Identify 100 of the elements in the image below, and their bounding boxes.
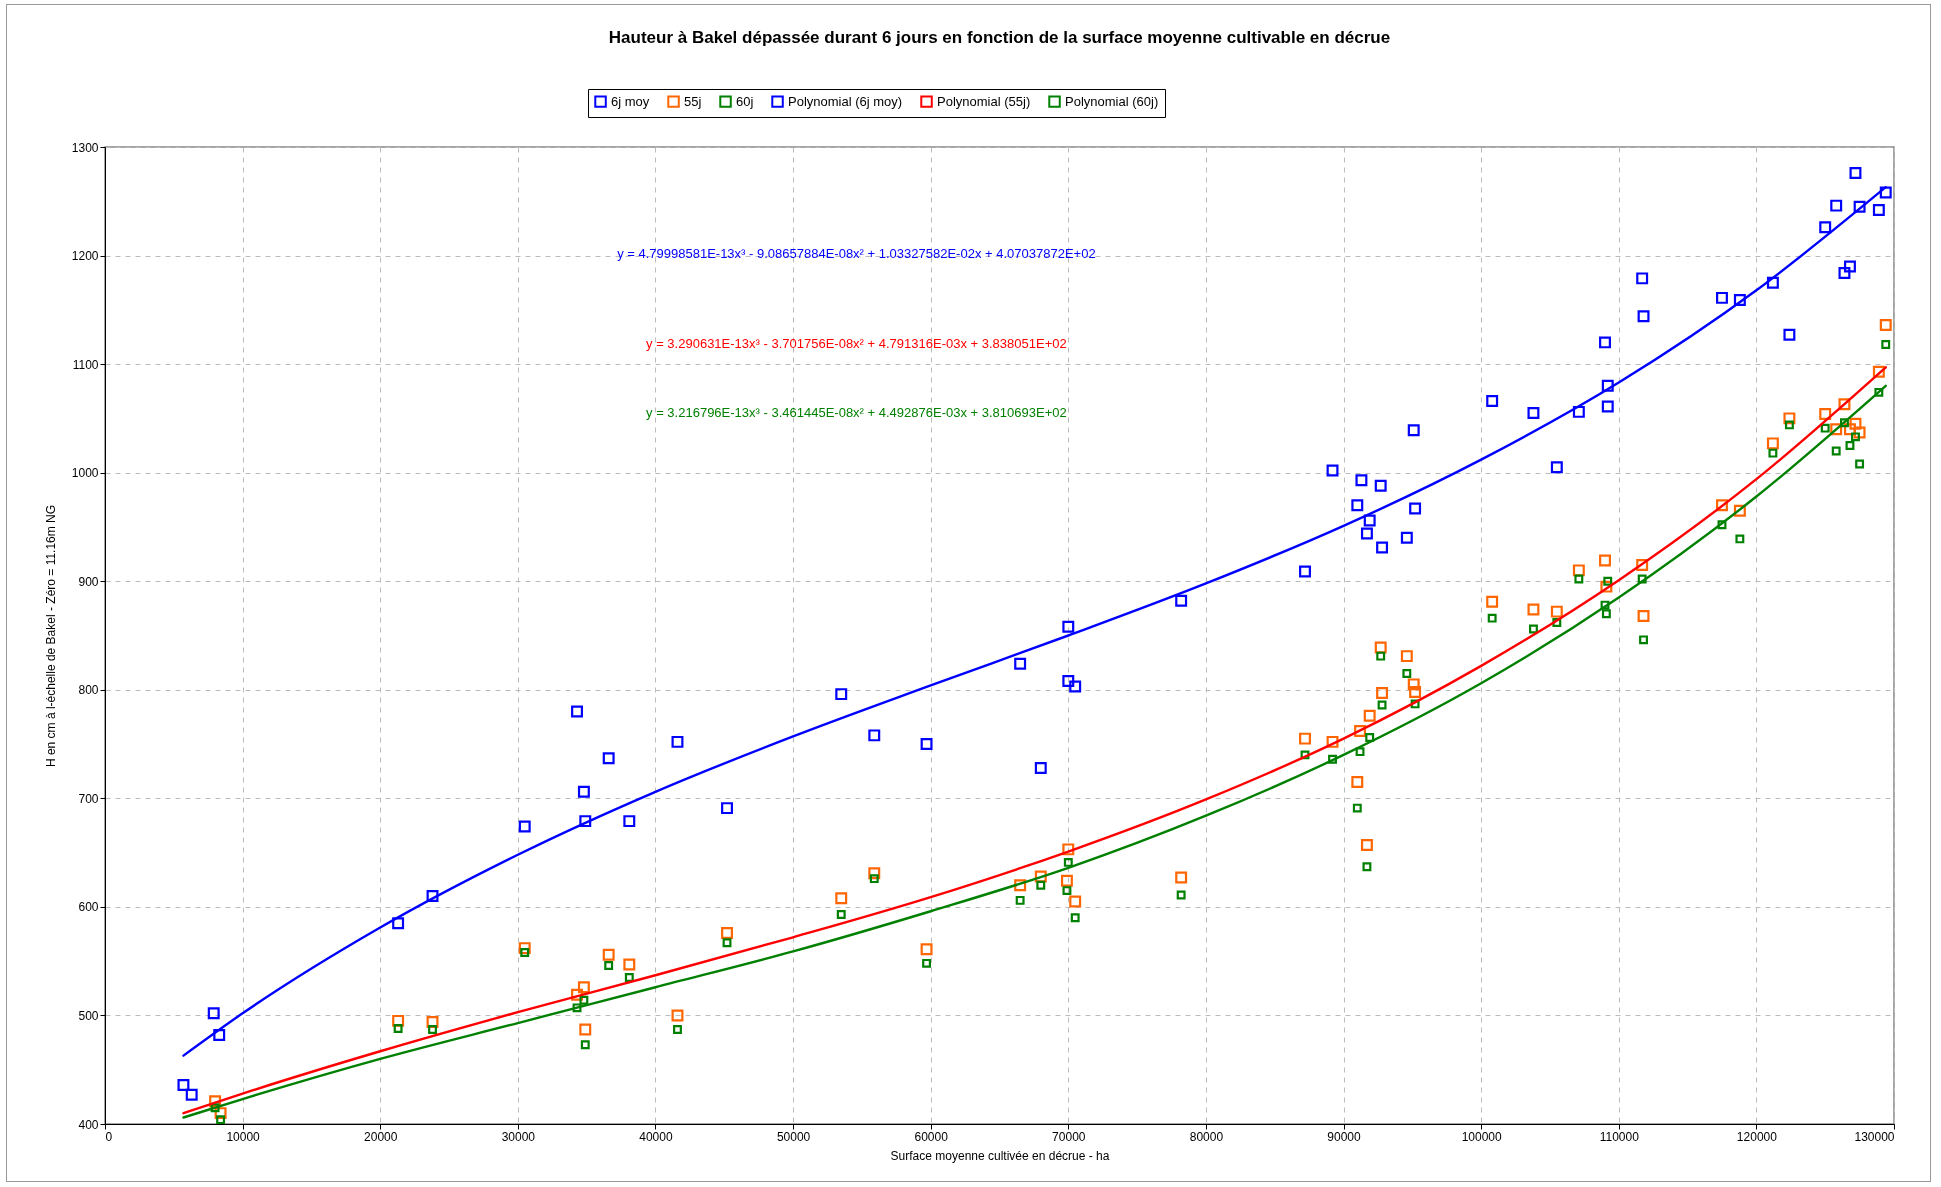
point — [1601, 400, 1614, 413]
point — [1376, 687, 1389, 700]
annotation: y = 3.216796E-13x³ - 3.461445E-08x² + 4.492876E-03x + 3.810693E+02 — [646, 405, 1067, 420]
point — [518, 820, 531, 833]
legend-label: Polynomial (6j moy) — [788, 93, 903, 109]
point — [1845, 441, 1855, 450]
point — [1851, 432, 1860, 442]
point — [1819, 221, 1832, 234]
point — [571, 705, 583, 718]
point — [1639, 635, 1648, 645]
point — [1853, 200, 1866, 213]
point — [392, 1014, 405, 1027]
point — [1855, 459, 1865, 469]
y-tick-label: 1100 — [72, 357, 99, 372]
point — [1036, 880, 1046, 890]
point — [1843, 260, 1856, 273]
point — [1400, 531, 1413, 544]
legend-label: 60j — [736, 93, 754, 109]
y-tick-label: 1300 — [71, 140, 99, 155]
point — [1351, 776, 1364, 789]
point — [1175, 594, 1188, 607]
x-tick-label: 70000 — [1052, 1129, 1086, 1144]
point — [210, 1103, 220, 1113]
x-tick-label: 10000 — [226, 1129, 261, 1144]
chart-title: Hauteur à Bakel dépassée durant 6 jours en fonction de la surface moyenne cultivable en décrue — [608, 27, 1391, 47]
point — [721, 802, 733, 815]
point — [722, 938, 732, 948]
point — [1062, 886, 1072, 896]
point — [393, 1024, 403, 1033]
x-tick-label: 60000 — [914, 1129, 949, 1144]
annotation: y = 4.79998581E-13x³ - 9.08657884E-08x² + 1.03327582E-02x + 4.07037872E+02 — [617, 246, 1096, 261]
point — [1830, 423, 1843, 436]
point — [1176, 890, 1186, 900]
point — [207, 1007, 220, 1020]
point — [602, 752, 615, 765]
point — [1487, 613, 1497, 623]
point — [721, 926, 733, 939]
point — [428, 1025, 437, 1035]
point — [920, 943, 933, 956]
y-axis-title: H en cm à l-échelle de Bakel - Zéro = 11.16m NG — [43, 504, 58, 768]
x-tick-label: 40000 — [639, 1129, 673, 1144]
point — [1402, 669, 1412, 678]
point — [1352, 803, 1362, 813]
point — [1637, 574, 1647, 584]
point — [835, 688, 848, 701]
point — [1354, 725, 1367, 737]
point — [673, 1025, 682, 1035]
point — [1015, 895, 1025, 905]
point — [1636, 272, 1649, 285]
point — [1733, 504, 1746, 517]
point — [1830, 199, 1843, 212]
y-tick-label: 800 — [78, 683, 99, 698]
point — [1377, 700, 1387, 710]
point — [1376, 541, 1389, 554]
point — [1879, 319, 1892, 332]
point — [835, 892, 848, 905]
point — [1637, 609, 1650, 622]
point — [836, 910, 846, 919]
point — [1838, 398, 1851, 411]
point — [579, 1023, 592, 1036]
point — [1881, 340, 1891, 350]
point — [1527, 406, 1540, 419]
point — [177, 1078, 190, 1091]
point — [1409, 685, 1422, 698]
point — [1552, 618, 1562, 627]
y-tick-label: 700 — [78, 791, 99, 806]
point — [1766, 276, 1779, 289]
point — [671, 1009, 684, 1022]
point — [1872, 365, 1885, 378]
point — [1572, 405, 1585, 418]
point — [1716, 291, 1728, 304]
point — [604, 961, 614, 970]
point — [1069, 680, 1082, 693]
point — [1069, 895, 1082, 908]
point — [1831, 446, 1841, 456]
y-tick-label: 1200 — [71, 249, 99, 264]
x-tick-label: 20000 — [364, 1129, 398, 1144]
point — [1062, 843, 1075, 856]
y-tick-label: 400 — [78, 1117, 99, 1132]
point — [1879, 186, 1892, 199]
point — [1486, 595, 1499, 608]
y-tick-label: 1000 — [71, 466, 99, 481]
point — [1486, 395, 1499, 407]
point — [1410, 699, 1420, 709]
point — [392, 917, 405, 930]
point — [1733, 294, 1746, 307]
point — [1783, 328, 1796, 341]
point — [1300, 750, 1310, 760]
point — [1599, 554, 1611, 567]
point — [213, 1029, 226, 1041]
y-tick-label: 600 — [78, 900, 99, 915]
point — [572, 1003, 582, 1013]
point — [1070, 913, 1080, 923]
point — [1362, 862, 1372, 872]
point — [1063, 857, 1073, 867]
point — [1550, 605, 1563, 618]
point — [1601, 379, 1614, 392]
point — [1034, 870, 1047, 883]
point — [1014, 879, 1027, 892]
point — [1572, 564, 1585, 577]
